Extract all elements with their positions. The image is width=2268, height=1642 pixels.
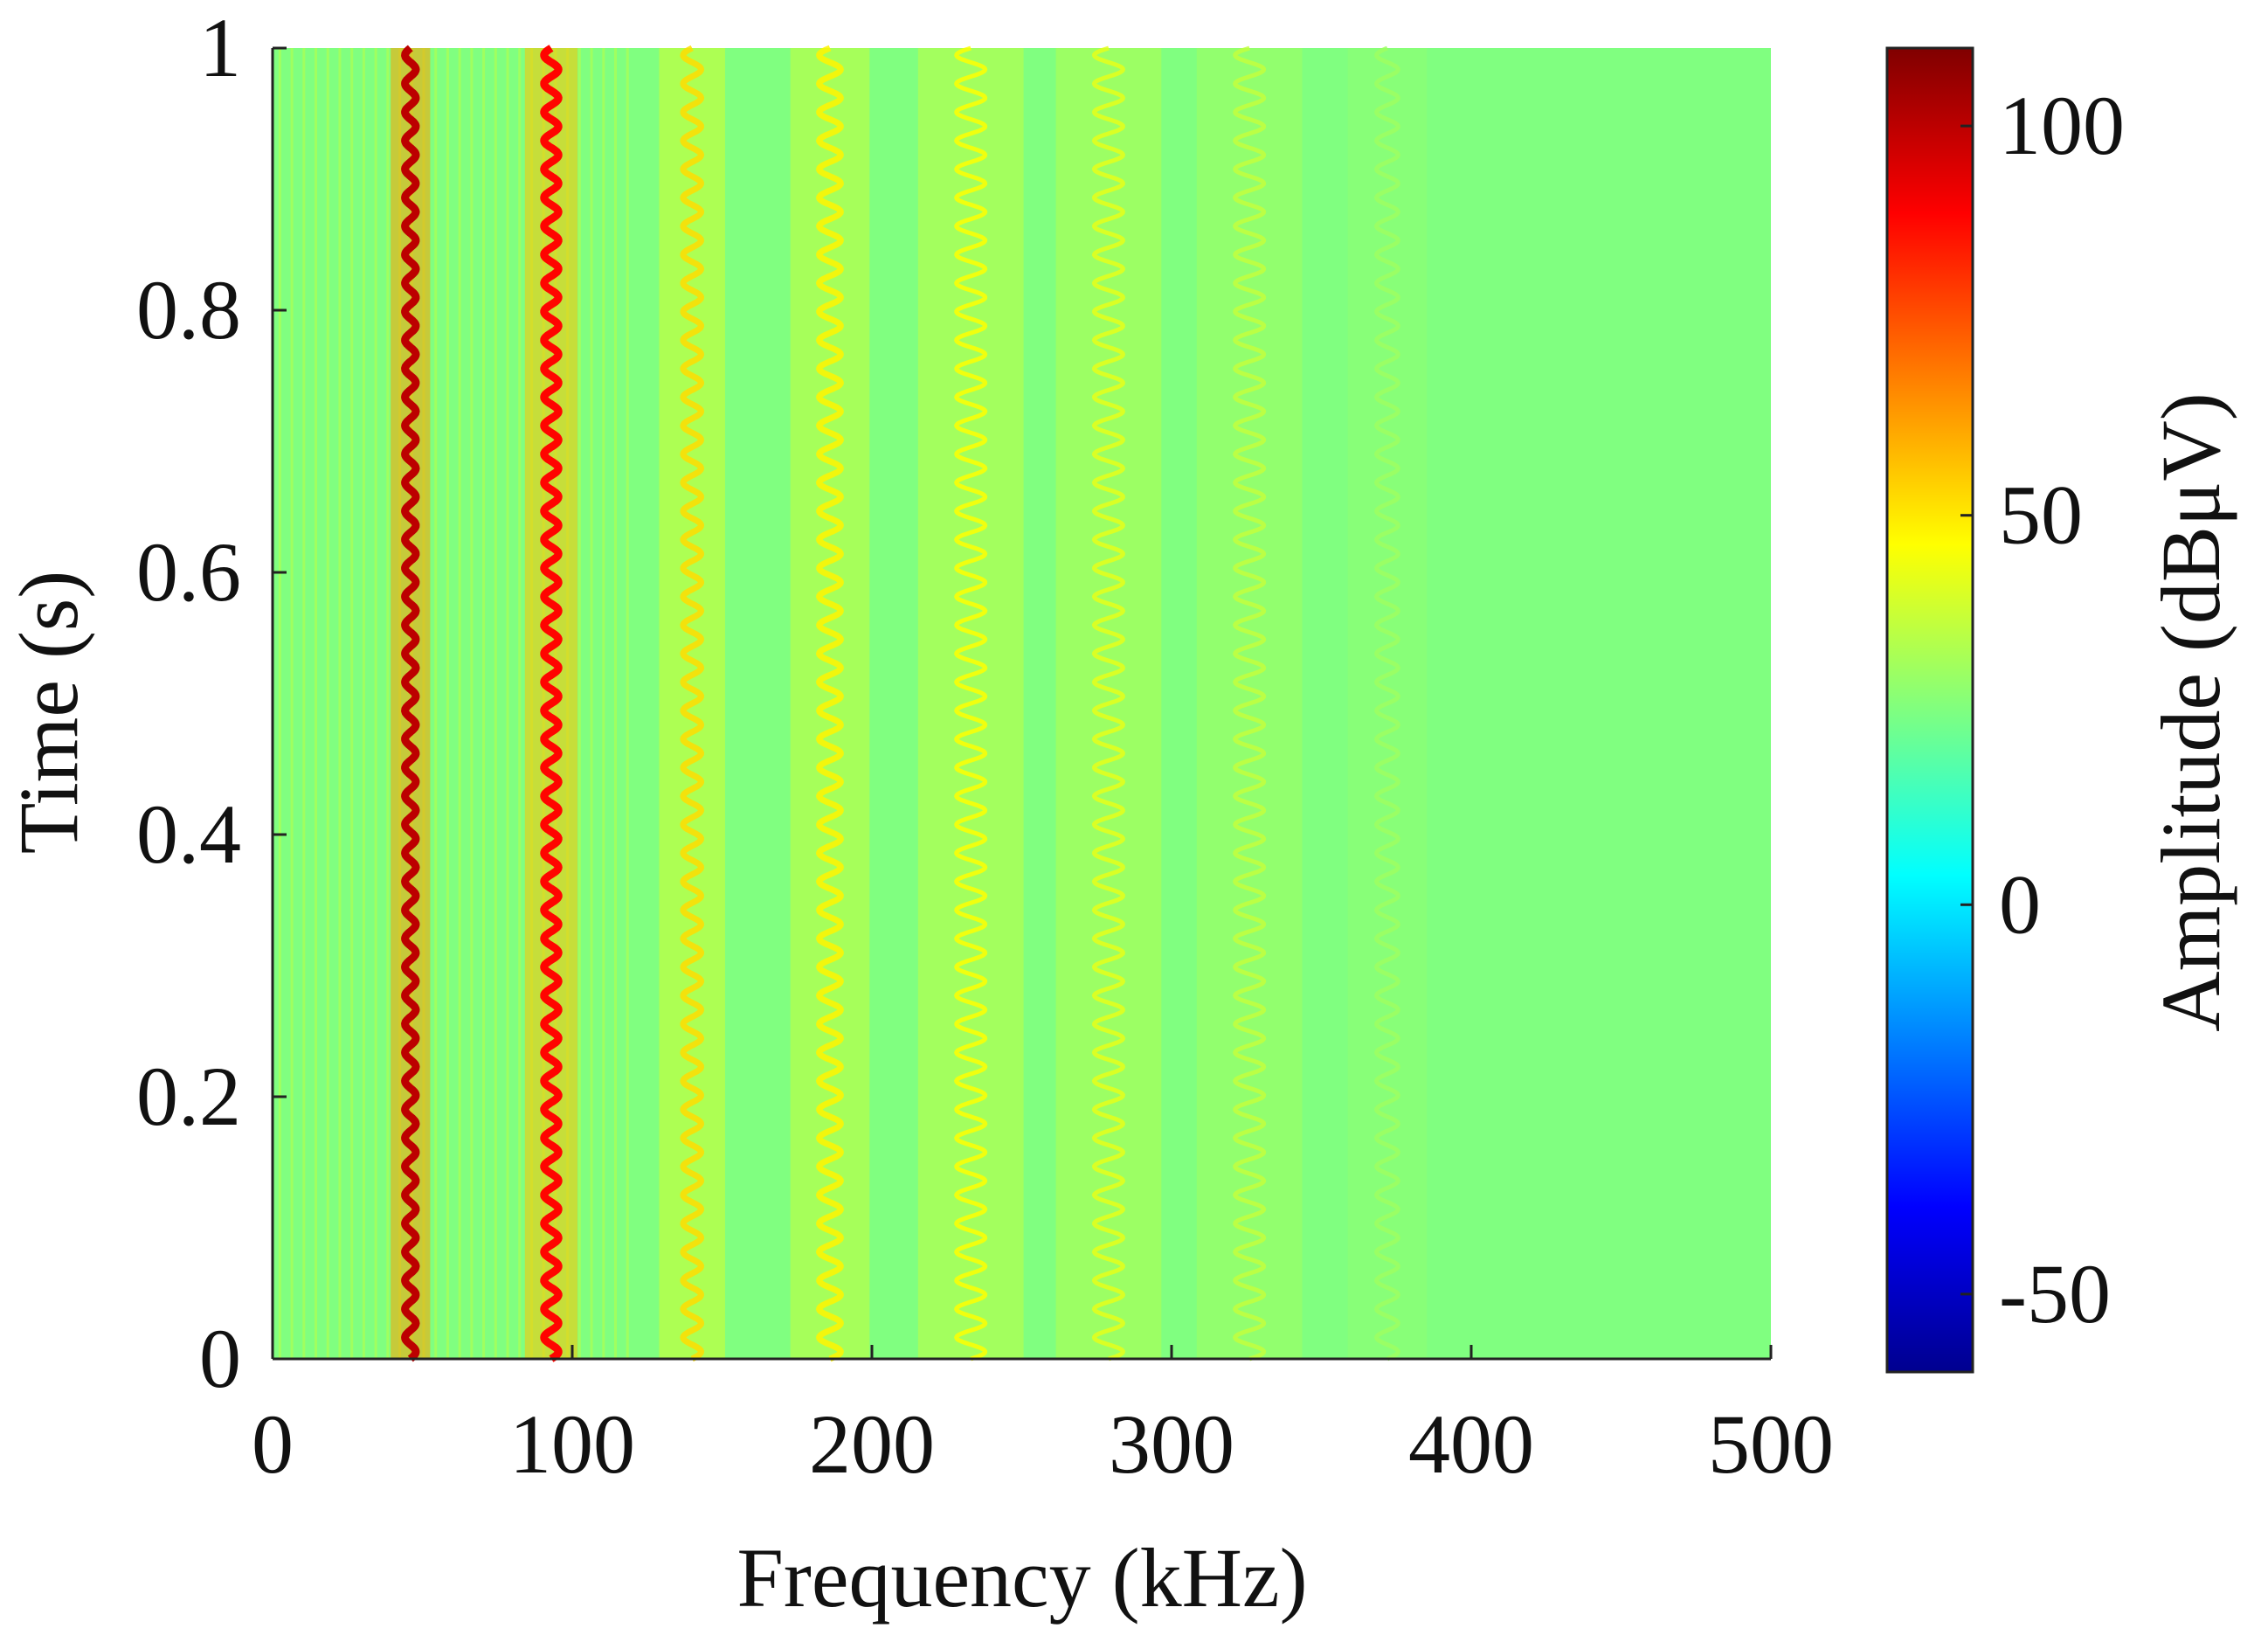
harmonic-band-line: [815, 45, 844, 1362]
harmonic-band: [659, 45, 725, 1362]
heatmap-texture-line: [326, 48, 329, 1359]
heatmap-texture-line: [626, 48, 629, 1359]
colorbar: -50 0 50 100: [1885, 46, 2125, 1374]
heatmap-texture-line: [350, 48, 354, 1359]
harmonic-band: [917, 45, 1024, 1361]
y-axis-label: Time (s): [2, 571, 95, 855]
y-tick-label: 1: [199, 1, 241, 94]
heatmap-texture-line: [278, 48, 281, 1359]
harmonic-band: [391, 45, 431, 1362]
colorbar-tick-label: 0: [1999, 857, 2041, 951]
colorbar-label: Amplitude (dBμV): [2144, 392, 2237, 1031]
heatmap-texture-line: [446, 48, 449, 1359]
harmonic-band: [1196, 45, 1303, 1361]
axes: 0 100 200 300 400 500 0 0.2 0.4 0.6 0.8 1: [136, 1, 1834, 1491]
harmonic-band-line: [954, 45, 988, 1361]
heatmap-texture-line: [590, 48, 593, 1359]
x-axis-label: Frequency (kHz): [736, 1531, 1307, 1625]
heatmap-texture-line: [290, 48, 294, 1359]
harmonic-band: [790, 45, 870, 1362]
harmonic-band-line: [540, 45, 563, 1362]
harmonic-band-line: [1091, 45, 1126, 1361]
heatmap-texture-line: [315, 48, 318, 1359]
heatmap-texture-line: [518, 48, 522, 1359]
colorbar-tick-label: 100: [1999, 79, 2125, 172]
heatmap-texture-line: [434, 48, 438, 1359]
heatmap-texture-line: [470, 48, 474, 1359]
heatmap-texture-line: [458, 48, 461, 1359]
heatmap-texture-line: [506, 48, 509, 1359]
x-tick-label: 0: [252, 1397, 294, 1491]
harmonic-band-line: [1374, 45, 1400, 1361]
x-tick-label: 400: [1408, 1397, 1534, 1491]
x-tick-label: 200: [809, 1397, 935, 1491]
harmonic-band-line: [401, 45, 420, 1362]
heatmap-texture-line: [482, 48, 486, 1359]
heatmap-texture-line: [577, 48, 581, 1359]
x-tick-label: 500: [1708, 1397, 1834, 1491]
colorbar-tick-label: -50: [1999, 1247, 2111, 1341]
heatmap-texture-line: [362, 48, 365, 1359]
y-tick-label: 0: [199, 1312, 241, 1405]
harmonic-band: [524, 45, 578, 1362]
x-tick-label: 100: [509, 1397, 635, 1491]
heatmap-area: [273, 45, 1771, 1362]
x-tick-label: 300: [1109, 1397, 1234, 1491]
heatmap-texture-line: [602, 48, 605, 1359]
colorbar-tick-label: 50: [1999, 468, 2083, 562]
y-tick-label: 0.6: [136, 525, 241, 619]
y-tick-label: 0.2: [136, 1050, 241, 1143]
heatmap-texture-line: [302, 48, 306, 1359]
colorbar-gradient: [1885, 46, 1974, 1374]
y-tick-label: 0.8: [136, 263, 241, 357]
heatmap-texture-line: [374, 48, 377, 1359]
heatmap-texture-line: [614, 48, 618, 1359]
y-tick-label: 0.4: [136, 787, 241, 881]
heatmap-texture-line: [494, 48, 497, 1359]
heatmap-texture-line: [386, 48, 390, 1359]
harmonic-band-line: [1233, 45, 1267, 1361]
harmonic-band-line: [680, 45, 705, 1362]
heatmap-texture-line: [338, 48, 342, 1359]
harmonic-band: [1055, 45, 1162, 1361]
harmonic-band: [1347, 45, 1428, 1361]
